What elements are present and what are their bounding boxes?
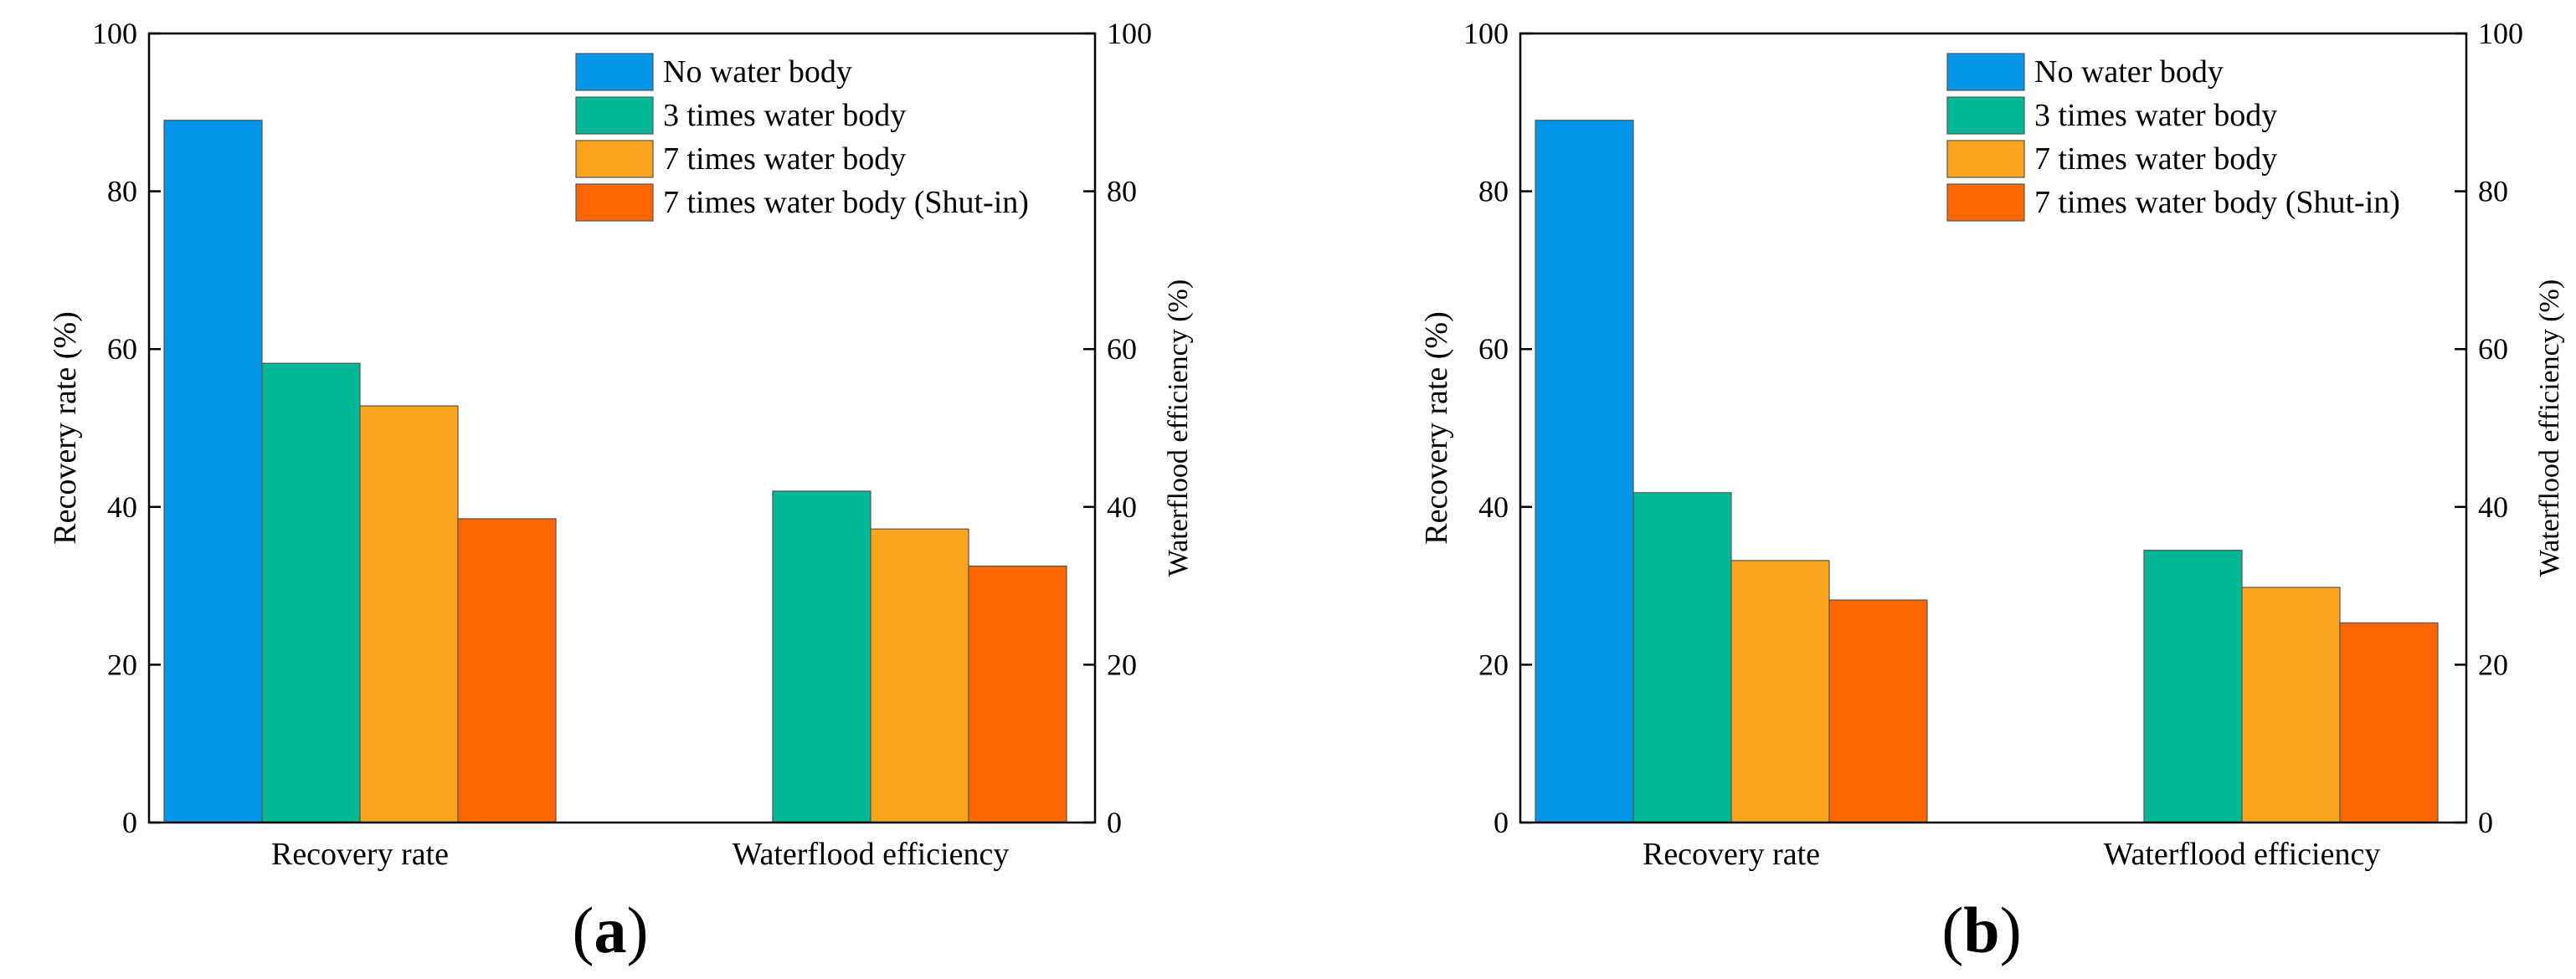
y2-axis-title: Waterflood efficiency (%) bbox=[2534, 279, 2565, 577]
legend-label: 7 times water body bbox=[663, 141, 906, 177]
left-y-tick-label: 0 bbox=[1494, 806, 1509, 839]
panel-label: (a) bbox=[573, 894, 649, 966]
right-y-tick-label: 60 bbox=[2478, 332, 2508, 366]
legend-swatch bbox=[575, 53, 654, 91]
right-y-tick-label: 100 bbox=[1107, 17, 1152, 50]
bar-recovery-rate-series-1 bbox=[1535, 120, 1634, 823]
right-y-tick-label: 80 bbox=[1107, 175, 1137, 208]
left-y-tick-label: 40 bbox=[107, 490, 137, 524]
legend-swatch bbox=[1946, 53, 2025, 91]
legend-swatch bbox=[575, 183, 654, 222]
legend-label: 3 times water body bbox=[663, 98, 906, 133]
chart-panel-2: 0 20 40 60 80 100 0 20 40 60 80 100 Recovery rate Wat… bbox=[1419, 17, 2565, 966]
legend-swatch bbox=[575, 140, 654, 178]
plot-frame bbox=[1519, 32, 2468, 824]
right-y-tick-label: 0 bbox=[1107, 806, 1122, 839]
left-y-tick-label: 20 bbox=[1478, 648, 1509, 681]
left-y-tick-label: 100 bbox=[1463, 17, 1509, 50]
bar-waterflood-efficiency-series-3 bbox=[870, 528, 969, 823]
left-y-tick-label: 60 bbox=[107, 332, 137, 366]
bar-recovery-rate-series-2 bbox=[1632, 492, 1732, 823]
legend-swatch bbox=[1946, 96, 2025, 135]
right-y-tick-label: 40 bbox=[1107, 490, 1137, 524]
right-y-tick-label: 100 bbox=[2478, 17, 2523, 50]
legend-label: 7 times water body (Shut-in) bbox=[663, 185, 1029, 220]
left-y-tick-label: 80 bbox=[107, 175, 137, 208]
x-category-label: Recovery rate bbox=[271, 837, 449, 872]
right-y-tick-label: 20 bbox=[1107, 648, 1137, 681]
bar-waterflood-efficiency-series-4 bbox=[968, 565, 1067, 823]
legend-label: 3 times water body bbox=[2034, 98, 2277, 133]
right-y-tick-label: 60 bbox=[1107, 332, 1137, 366]
legend-label: No water body bbox=[663, 54, 852, 90]
legend-label: 7 times water body (Shut-in) bbox=[2034, 185, 2400, 220]
left-y-tick-label: 80 bbox=[1478, 175, 1509, 208]
x-category-label: Waterflood efficiency bbox=[2104, 837, 2381, 872]
right-y-tick-label: 40 bbox=[2478, 490, 2508, 524]
legend-label: 7 times water body bbox=[2034, 141, 2277, 177]
legend-label: No water body bbox=[2034, 54, 2224, 90]
left-y-tick-label: 100 bbox=[92, 17, 137, 50]
y-axis-title: Recovery rate (%) bbox=[48, 311, 83, 545]
bar-waterflood-efficiency-series-3 bbox=[2241, 587, 2341, 823]
legend-swatch bbox=[1946, 140, 2025, 178]
x-category-label: Recovery rate bbox=[1643, 837, 1820, 872]
bar-recovery-rate-series-1 bbox=[163, 120, 263, 823]
bar-recovery-rate-series-4 bbox=[457, 518, 557, 823]
left-y-tick-label: 0 bbox=[122, 806, 137, 839]
bar-waterflood-efficiency-series-4 bbox=[2339, 622, 2439, 823]
y2-axis-title: Waterflood efficiency (%) bbox=[1163, 279, 1194, 577]
right-y-tick-label: 0 bbox=[2478, 806, 2493, 839]
left-y-tick-label: 60 bbox=[1478, 332, 1509, 366]
left-y-tick-label: 20 bbox=[107, 648, 137, 681]
panel-label: (b) bbox=[1941, 894, 2021, 966]
right-y-tick-label: 80 bbox=[2478, 175, 2508, 208]
x-category-label: Waterflood efficiency bbox=[733, 837, 1010, 872]
left-y-tick-label: 40 bbox=[1478, 490, 1509, 524]
plot-frame bbox=[147, 32, 1097, 824]
right-y-tick-label: 20 bbox=[2478, 648, 2508, 681]
bar-recovery-rate-series-3 bbox=[1730, 560, 1830, 823]
legend-swatch bbox=[575, 96, 654, 135]
bar-recovery-rate-series-2 bbox=[261, 362, 361, 823]
chart-panel-1: 0 20 40 60 80 100 0 20 40 60 80 100 Recovery rate Wat… bbox=[48, 17, 1194, 966]
bar-waterflood-efficiency-series-2 bbox=[2143, 550, 2243, 823]
y-axis-title: Recovery rate (%) bbox=[1419, 311, 1454, 545]
bar-recovery-rate-series-3 bbox=[359, 405, 459, 823]
bar-recovery-rate-series-4 bbox=[1828, 599, 1928, 823]
legend-swatch bbox=[1946, 183, 2025, 222]
bar-waterflood-efficiency-series-2 bbox=[772, 490, 872, 823]
